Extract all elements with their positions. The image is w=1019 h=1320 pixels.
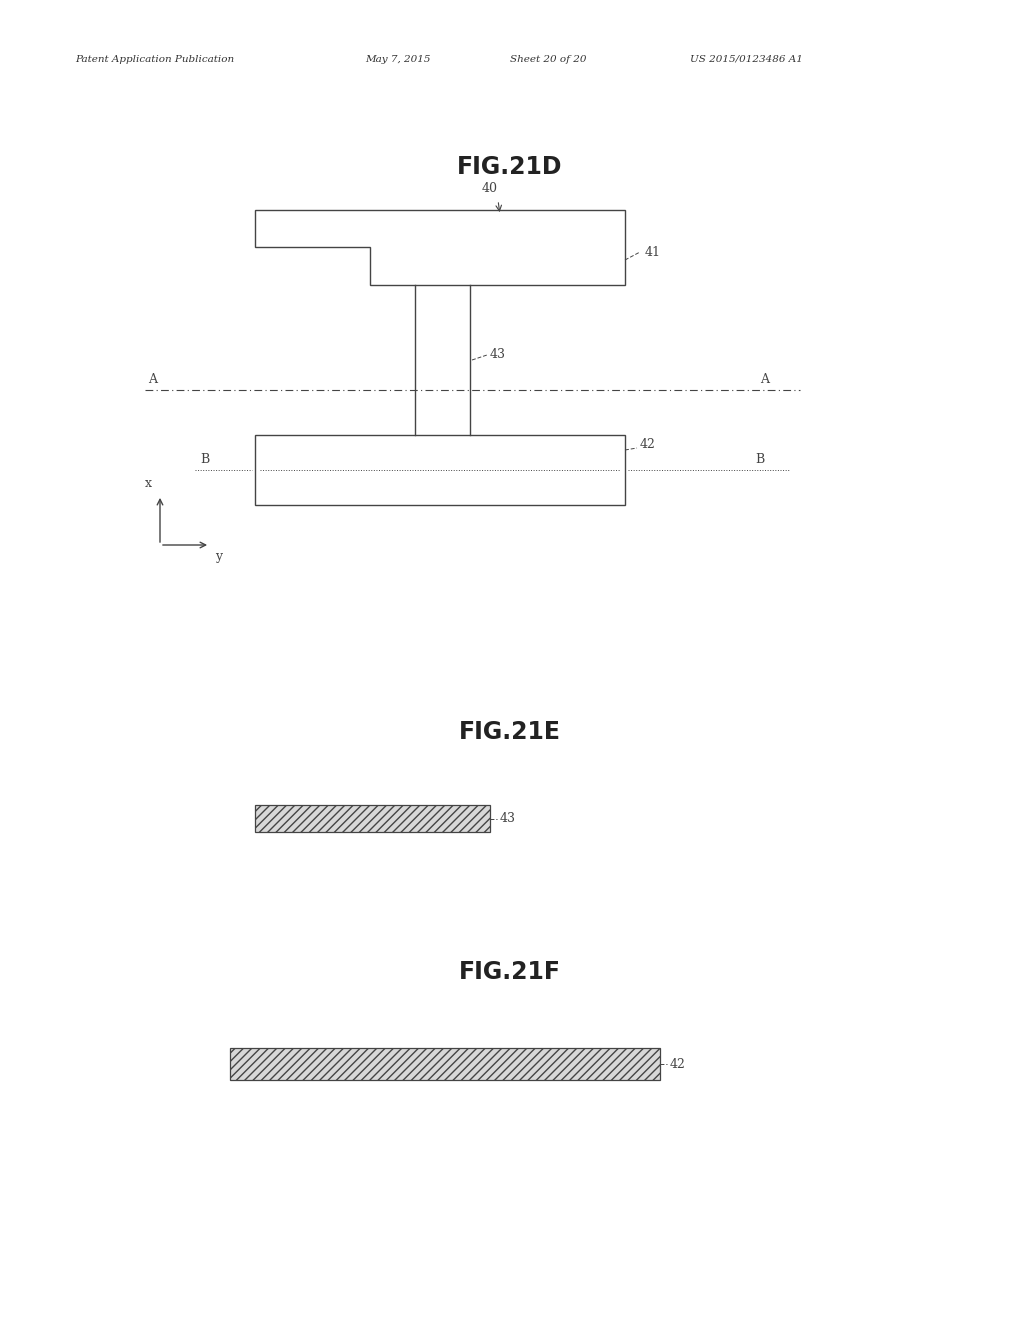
Bar (255, 436, 625, 506)
Text: FIG.21F: FIG.21F (459, 960, 560, 983)
Text: 40: 40 (482, 182, 497, 195)
Text: Sheet 20 of 20: Sheet 20 of 20 (510, 55, 586, 63)
Text: A: A (759, 374, 768, 385)
Text: May 7, 2015: May 7, 2015 (365, 55, 430, 63)
Text: 41: 41 (644, 246, 660, 259)
Text: US 2015/0123486 A1: US 2015/0123486 A1 (689, 55, 802, 63)
Text: B: B (200, 453, 209, 466)
Text: FIG.21D: FIG.21D (457, 154, 562, 180)
Bar (229, 1048, 659, 1080)
Text: 43: 43 (499, 812, 516, 825)
Text: B: B (754, 453, 763, 466)
Text: Patent Application Publication: Patent Application Publication (75, 55, 234, 63)
Text: FIG.21E: FIG.21E (459, 719, 560, 744)
Text: 43: 43 (489, 348, 505, 362)
Text: y: y (215, 550, 222, 564)
Text: x: x (145, 477, 152, 490)
Text: A: A (148, 374, 157, 385)
Text: 42: 42 (639, 438, 655, 451)
Text: 42: 42 (669, 1057, 685, 1071)
Bar (255, 805, 489, 832)
